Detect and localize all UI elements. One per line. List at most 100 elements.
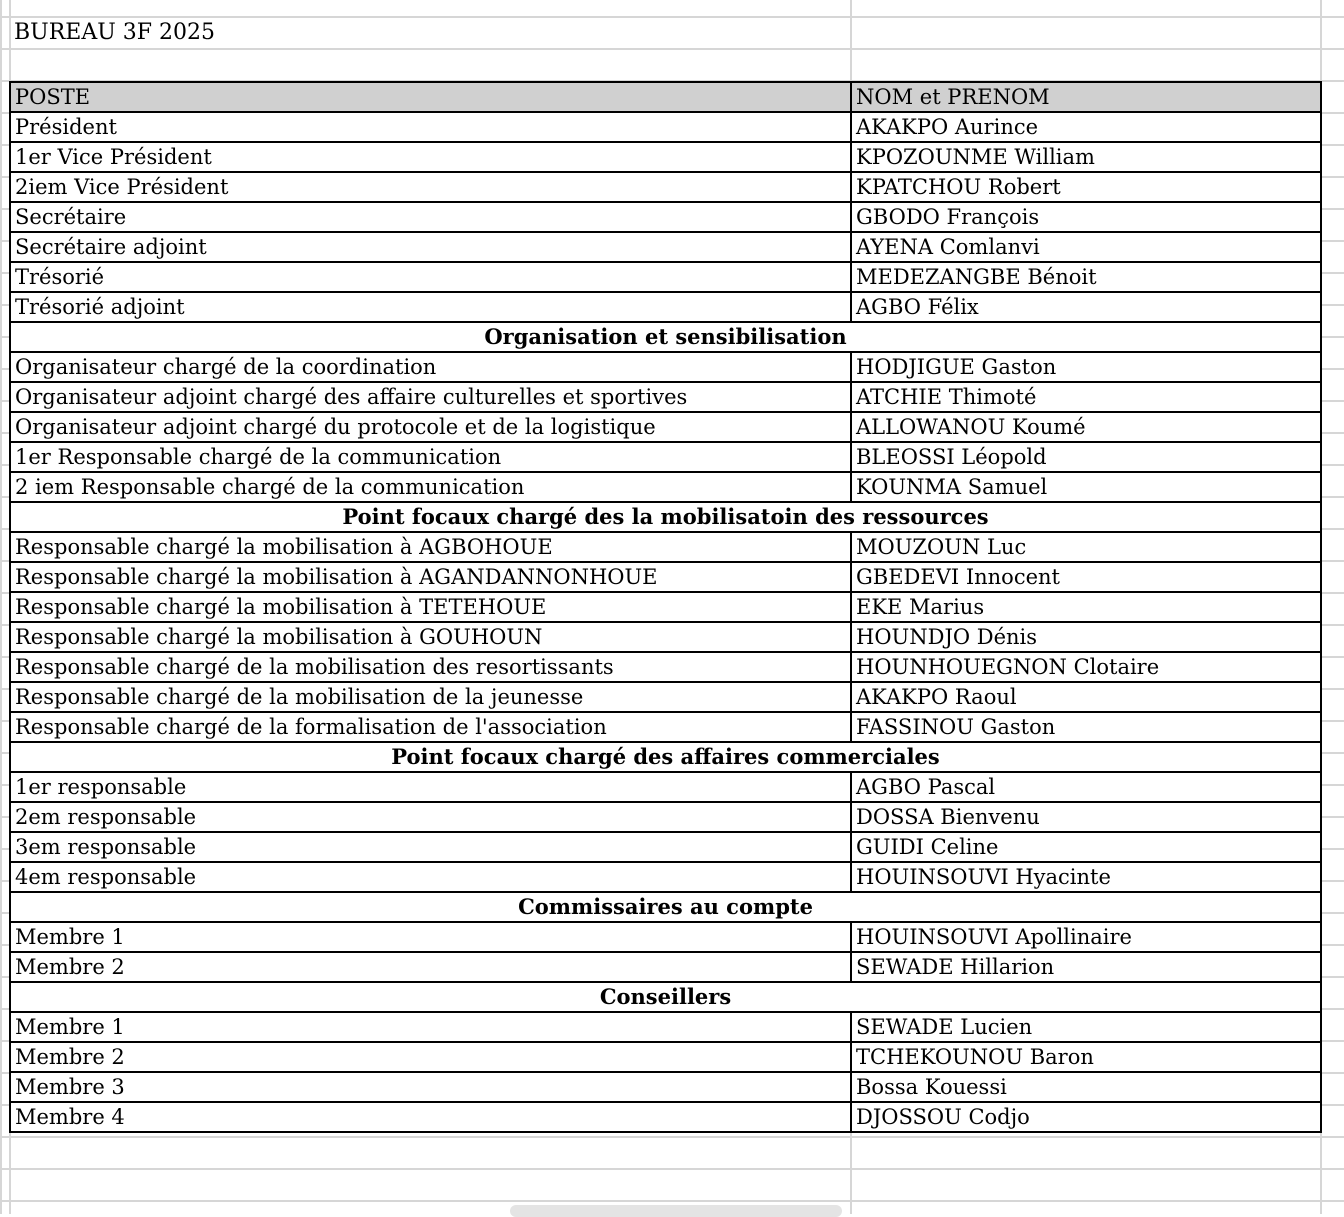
- table-row: Secrétaire GBODO François: [9, 201, 1322, 233]
- header-poste[interactable]: POSTE: [9, 81, 852, 113]
- nom-cell[interactable]: MOUZOUN Luc: [850, 531, 1322, 563]
- nom-cell[interactable]: KPOZOUNME William: [850, 141, 1322, 173]
- nom-cell[interactable]: ATCHIE Thimoté: [850, 381, 1322, 413]
- table-row: Responsable chargé la mobilisation à AGA…: [9, 561, 1322, 593]
- table-row: Trésorié MEDEZANGBE Bénoit: [9, 261, 1322, 293]
- poste-cell[interactable]: Responsable chargé la mobilisation à GOU…: [9, 621, 852, 653]
- poste-cell[interactable]: 1er Responsable chargé de la communicati…: [9, 441, 852, 473]
- nom-cell[interactable]: FASSINOU Gaston: [850, 711, 1322, 743]
- table-row: Responsable chargé la mobilisation à GOU…: [9, 621, 1322, 653]
- poste-cell[interactable]: Président: [9, 111, 852, 143]
- poste-cell[interactable]: Responsable chargé de la formalisation d…: [9, 711, 852, 743]
- header-nom[interactable]: NOM et PRENOM: [850, 81, 1322, 113]
- table-row: Membre 3 Bossa Kouessi: [9, 1071, 1322, 1103]
- section-row: Point focaux chargé des affaires commerc…: [9, 741, 1322, 773]
- table-row: 1er Responsable chargé de la communicati…: [9, 441, 1322, 473]
- table-row: 3em responsable GUIDI Celine: [9, 831, 1322, 863]
- section-row: Conseillers: [9, 981, 1322, 1013]
- table-row: Membre 1 HOUINSOUVI Apollinaire: [9, 921, 1322, 953]
- table-row: Membre 2 SEWADE Hillarion: [9, 951, 1322, 983]
- nom-cell[interactable]: AKAKPO Raoul: [850, 681, 1322, 713]
- horizontal-scrollbar[interactable]: [510, 1205, 842, 1217]
- nom-cell[interactable]: SEWADE Hillarion: [850, 951, 1322, 983]
- poste-cell[interactable]: 1er Vice Président: [9, 141, 852, 173]
- table-row: Membre 2 TCHEKOUNOU Baron: [9, 1041, 1322, 1073]
- poste-cell[interactable]: Secrétaire: [9, 201, 852, 233]
- section-row: Organisation et sensibilisation: [9, 321, 1322, 353]
- poste-cell[interactable]: Trésorié: [9, 261, 852, 293]
- poste-cell[interactable]: Membre 3: [9, 1071, 852, 1103]
- table-row: Secrétaire adjoint AYENA Comlanvi: [9, 231, 1322, 263]
- poste-cell[interactable]: Membre 2: [9, 951, 852, 983]
- nom-cell[interactable]: EKE Marius: [850, 591, 1322, 623]
- poste-cell[interactable]: Membre 4: [9, 1101, 852, 1133]
- nom-cell[interactable]: GUIDI Celine: [850, 831, 1322, 863]
- poste-cell[interactable]: Responsable chargé la mobilisation à AGB…: [9, 531, 852, 563]
- table-row: 1er Vice Président KPOZOUNME William: [9, 141, 1322, 173]
- poste-cell[interactable]: Trésorié adjoint: [9, 291, 852, 323]
- nom-cell[interactable]: HODJIGUE Gaston: [850, 351, 1322, 383]
- poste-cell[interactable]: Membre 2: [9, 1041, 852, 1073]
- nom-cell[interactable]: BLEOSSI Léopold: [850, 441, 1322, 473]
- section-title-cell[interactable]: Organisation et sensibilisation: [9, 321, 1322, 353]
- nom-cell[interactable]: SEWADE Lucien: [850, 1011, 1322, 1043]
- poste-cell[interactable]: 3em responsable: [9, 831, 852, 863]
- section-title-cell[interactable]: Commissaires au compte: [9, 891, 1322, 923]
- nom-cell[interactable]: KPATCHOU Robert: [850, 171, 1322, 203]
- nom-cell[interactable]: AYENA Comlanvi: [850, 231, 1322, 263]
- poste-cell[interactable]: Organisateur adjoint chargé des affaire …: [9, 381, 852, 413]
- nom-cell[interactable]: HOUINSOUVI Apollinaire: [850, 921, 1322, 953]
- poste-cell[interactable]: Organisateur chargé de la coordination: [9, 351, 852, 383]
- table-row: Organisateur adjoint chargé des affaire …: [9, 381, 1322, 413]
- nom-cell[interactable]: AGBO Pascal: [850, 771, 1322, 803]
- poste-cell[interactable]: Organisateur adjoint chargé du protocole…: [9, 411, 852, 443]
- poste-cell[interactable]: 2 iem Responsable chargé de la communica…: [9, 471, 852, 503]
- table-row: 2em responsable DOSSA Bienvenu: [9, 801, 1322, 833]
- poste-cell[interactable]: 2iem Vice Président: [9, 171, 852, 203]
- nom-cell[interactable]: HOUINSOUVI Hyacinte: [850, 861, 1322, 893]
- table-row: 1er responsable AGBO Pascal: [9, 771, 1322, 803]
- nom-cell[interactable]: GBEDEVI Innocent: [850, 561, 1322, 593]
- header-row: POSTE NOM et PRENOM: [9, 81, 1322, 113]
- section-title-cell[interactable]: Point focaux chargé des affaires commerc…: [9, 741, 1322, 773]
- table-row: Trésorié adjoint AGBO Félix: [9, 291, 1322, 323]
- poste-cell[interactable]: Membre 1: [9, 1011, 852, 1043]
- nom-cell[interactable]: MEDEZANGBE Bénoit: [850, 261, 1322, 293]
- nom-cell[interactable]: KOUNMA Samuel: [850, 471, 1322, 503]
- bureau-table: POSTE NOM et PRENOM Président AKAKPO Auri…: [9, 81, 1322, 1133]
- table-row: Organisateur adjoint chargé du protocole…: [9, 411, 1322, 443]
- nom-cell[interactable]: DJOSSOU Codjo: [850, 1101, 1322, 1133]
- poste-cell[interactable]: Secrétaire adjoint: [9, 231, 852, 263]
- table-row: Responsable chargé la mobilisation à AGB…: [9, 531, 1322, 563]
- sheet-title-cell[interactable]: BUREAU 3F 2025: [14, 20, 215, 45]
- poste-cell[interactable]: Membre 1: [9, 921, 852, 953]
- poste-cell[interactable]: Responsable chargé la mobilisation à AGA…: [9, 561, 852, 593]
- section-row: Commissaires au compte: [9, 891, 1322, 923]
- nom-cell[interactable]: ALLOWANOU Koumé: [850, 411, 1322, 443]
- nom-cell[interactable]: TCHEKOUNOU Baron: [850, 1041, 1322, 1073]
- nom-cell[interactable]: AGBO Félix: [850, 291, 1322, 323]
- table-row: 4em responsable HOUINSOUVI Hyacinte: [9, 861, 1322, 893]
- nom-cell[interactable]: DOSSA Bienvenu: [850, 801, 1322, 833]
- section-title-cell[interactable]: Conseillers: [9, 981, 1322, 1013]
- poste-cell[interactable]: 1er responsable: [9, 771, 852, 803]
- table-row: 2iem Vice Président KPATCHOU Robert: [9, 171, 1322, 203]
- section-row: Point focaux chargé des la mobilisatoin …: [9, 501, 1322, 533]
- table-row: Organisateur chargé de la coordination HO…: [9, 351, 1322, 383]
- table-row: Responsable chargé de la mobilisation de…: [9, 651, 1322, 683]
- nom-cell[interactable]: HOUNHOUEGNON Clotaire: [850, 651, 1322, 683]
- table-row: Responsable chargé de la formalisation d…: [9, 711, 1322, 743]
- nom-cell[interactable]: Bossa Kouessi: [850, 1071, 1322, 1103]
- section-title-cell[interactable]: Point focaux chargé des la mobilisatoin …: [9, 501, 1322, 533]
- table-row: Membre 4 DJOSSOU Codjo: [9, 1101, 1322, 1133]
- table-row: Responsable chargé la mobilisation à TET…: [9, 591, 1322, 623]
- poste-cell[interactable]: Responsable chargé de la mobilisation de…: [9, 681, 852, 713]
- poste-cell[interactable]: 4em responsable: [9, 861, 852, 893]
- poste-cell[interactable]: Responsable chargé de la mobilisation de…: [9, 651, 852, 683]
- nom-cell[interactable]: GBODO François: [850, 201, 1322, 233]
- poste-cell[interactable]: Responsable chargé la mobilisation à TET…: [9, 591, 852, 623]
- table-row: Président AKAKPO Aurince: [9, 111, 1322, 143]
- nom-cell[interactable]: HOUNDJO Dénis: [850, 621, 1322, 653]
- poste-cell[interactable]: 2em responsable: [9, 801, 852, 833]
- nom-cell[interactable]: AKAKPO Aurince: [850, 111, 1322, 143]
